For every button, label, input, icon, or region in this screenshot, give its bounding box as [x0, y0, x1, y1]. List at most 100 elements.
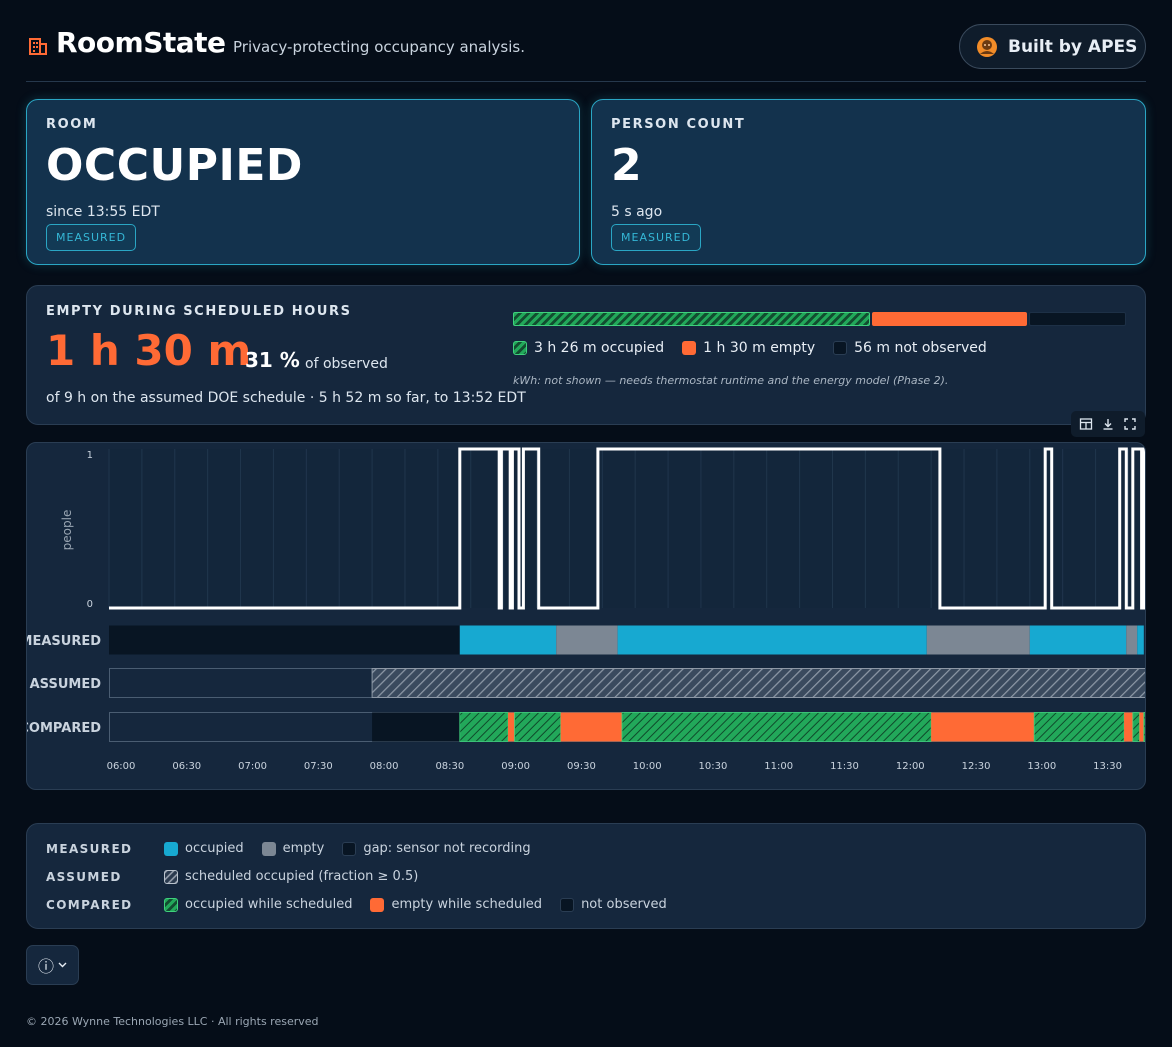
track-segment-empty_sched	[931, 712, 1035, 742]
apes-logo-icon	[977, 36, 997, 57]
room-label: ROOM	[46, 117, 98, 132]
legend-assumed-scheduled: scheduled occupied (fraction ≥ 0.5)	[164, 869, 418, 884]
measured-empty-swatch	[261, 841, 276, 856]
x-tick-label: 07:00	[238, 761, 267, 772]
compared-not-observed-swatch	[560, 897, 575, 912]
y-axis-label: people	[60, 510, 74, 551]
track-segment-occ_sched	[1132, 712, 1140, 742]
x-tick-label: 06:30	[172, 761, 201, 772]
empty-duration: 1 h 30 m	[46, 326, 252, 375]
brand-tagline: Privacy-protecting occupancy analysis.	[233, 38, 525, 56]
empty-scheduled-card: EMPTY DURING SCHEDULED HOURS 1 h 30 m 31…	[26, 285, 1146, 425]
legend-compared-occupied-label: occupied while scheduled	[185, 897, 353, 912]
info-icon: ⓘ	[37, 957, 54, 976]
room-status-card: ROOM OCCUPIED since 13:55 EDT MEASURED	[26, 99, 580, 265]
x-tick-label: 08:30	[435, 761, 464, 772]
measured-occupied-swatch	[164, 841, 178, 856]
legend-compared-key: COMPARED	[46, 897, 133, 912]
legend-occupied-label: 3 h 26 m occupied	[534, 340, 665, 356]
measured-gap-swatch	[342, 841, 357, 856]
download-icon[interactable]	[1101, 417, 1115, 431]
x-tick-label: 09:00	[501, 761, 530, 772]
not-observed-swatch	[833, 341, 848, 355]
track-segment-empty	[1126, 625, 1138, 655]
legend-compared-empty-label: empty while scheduled	[391, 897, 543, 912]
person-count-value: 2	[611, 140, 643, 191]
chart-toolbar	[1071, 411, 1145, 437]
track-segment-empty	[556, 625, 618, 655]
legend-assumed-scheduled-label: scheduled occupied (fraction ≥ 0.5)	[185, 869, 419, 884]
x-tick-label: 10:30	[699, 761, 728, 772]
y-tick-0: 0	[87, 599, 93, 610]
fullscreen-icon[interactable]	[1123, 417, 1137, 431]
bar-empty-segment	[872, 312, 1028, 326]
empty-swatch	[682, 341, 697, 355]
person-count-measured-badge: MEASURED	[611, 224, 702, 251]
legend-occupied: 3 h 26 m occupied	[513, 340, 664, 356]
occupancy-chart-svg: people 1 0 MEASURED ASSUMED COMPARED 06:00…	[27, 447, 1145, 772]
schedule-footnote: of 9 h on the assumed DOE schedule · 5 h…	[46, 390, 526, 406]
legend-assumed-key: ASSUMED	[46, 869, 122, 884]
track-segment-occupied	[1029, 625, 1127, 655]
legend-measured-gap-label: gap: sensor not recording	[363, 841, 531, 856]
header-divider	[26, 81, 1146, 82]
x-tick-label: 06:00	[107, 761, 136, 772]
x-tick-label: 13:00	[1027, 761, 1056, 772]
track-segment-occupied	[617, 625, 927, 655]
footer-copyright: © 2026 Wynne Technologies LLC · All righ…	[26, 1015, 319, 1028]
legend-measured-row: MEASURED occupied empty gap: sensor not …	[46, 841, 549, 856]
built-by-label: Built by APES	[1008, 36, 1138, 57]
x-tick-label: 12:00	[896, 761, 925, 772]
legend-measured-occupied-label: occupied	[185, 841, 244, 856]
legend-empty: 1 h 30 m empty	[682, 340, 815, 356]
track-segment-occ_sched	[514, 712, 562, 742]
x-tick-label: 08:00	[370, 761, 399, 772]
x-tick-label: 12:30	[962, 761, 991, 772]
room-since: since 13:55 EDT	[46, 204, 160, 220]
legend-assumed-row: ASSUMED scheduled occupied (fraction ≥ 0…	[46, 869, 436, 884]
x-tick-label: 11:30	[830, 761, 859, 772]
x-tick-label: 13:30	[1093, 761, 1122, 772]
legend-measured-gap: gap: sensor not recording	[342, 841, 531, 856]
compared-empty-swatch	[370, 897, 385, 912]
legend-compared-not-observed: not observed	[560, 897, 667, 912]
bar-occupied-segment	[513, 312, 871, 326]
info-dropdown-button[interactable]: ⓘ	[26, 945, 79, 985]
track-segment-occ_sched	[459, 712, 509, 742]
table-view-icon[interactable]	[1079, 417, 1093, 431]
x-tick-label: 07:30	[304, 761, 333, 772]
empty-scheduled-label: EMPTY DURING SCHEDULED HOURS	[46, 304, 352, 319]
track-segment-occ_sched	[1033, 712, 1125, 742]
room-measured-badge: MEASURED	[46, 224, 137, 251]
track-segment-gap	[109, 625, 460, 655]
track-segment-not_observed	[372, 712, 460, 742]
legend-measured-key: MEASURED	[46, 841, 133, 856]
person-count-ago: 5 s ago	[611, 204, 663, 220]
track-segment-empty	[926, 625, 1030, 655]
assumed-scheduled-swatch	[164, 869, 178, 884]
legend-measured-empty: empty	[261, 841, 325, 856]
app-header: RoomState Privacy-protecting occupancy a…	[26, 24, 1146, 70]
track-segment-occupied	[1137, 625, 1144, 655]
track-label-measured: MEASURED	[27, 634, 101, 649]
room-status-value: OCCUPIED	[46, 140, 303, 191]
empty-percent: 31 %	[245, 348, 300, 372]
x-tick-label: 11:00	[764, 761, 793, 772]
chevron-down-icon	[58, 962, 67, 968]
x-tick-label: 09:30	[567, 761, 596, 772]
building-icon	[29, 38, 47, 55]
y-tick-1: 1	[87, 450, 93, 461]
track-label-compared: COMPARED	[27, 721, 101, 736]
track-segment-empty_sched	[1124, 712, 1133, 742]
legend-measured-occupied: occupied	[164, 841, 244, 856]
compared-occupied-swatch	[164, 897, 178, 912]
bar-not-observed-segment	[1029, 312, 1126, 326]
track-segment-empty_sched	[1139, 712, 1144, 742]
track-segment-empty_sched	[508, 712, 515, 742]
built-by-apes-button[interactable]: Built by APES	[959, 24, 1146, 69]
track-label-assumed: ASSUMED	[30, 677, 102, 692]
track-segment-empty_sched	[560, 712, 623, 742]
legend-measured-empty-label: empty	[282, 841, 325, 856]
track-segment-occ_sched	[621, 712, 932, 742]
legend-compared-not-observed-label: not observed	[581, 897, 667, 912]
